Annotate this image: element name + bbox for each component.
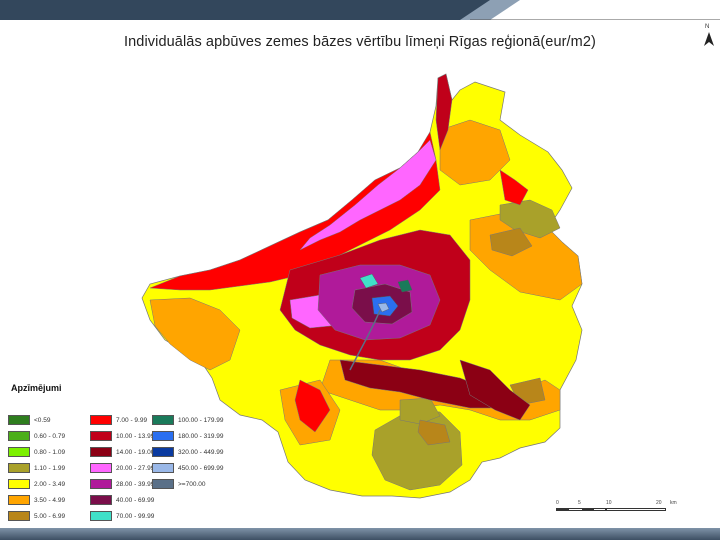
legend-label: 10.00 - 13.99: [116, 432, 155, 440]
legend-swatch: [152, 479, 174, 489]
scale-bar-segment: [606, 508, 666, 511]
legend-label: 1.10 - 1.99: [34, 464, 66, 472]
legend-item: 1.10 - 1.99: [8, 462, 65, 474]
scale-label: 5: [578, 500, 581, 506]
legend-label: 0.80 - 1.09: [34, 448, 66, 456]
legend-label: 320.00 - 449.99: [178, 448, 224, 456]
bottom-footer-bar: [0, 528, 720, 540]
legend-item: 180.00 - 319.99: [152, 430, 224, 442]
legend-swatch: [90, 463, 112, 473]
scale-label: km: [670, 500, 677, 506]
legend-swatch: [8, 415, 30, 425]
legend-item: 7.00 - 9.99: [90, 414, 147, 426]
legend-item: 3.50 - 4.99: [8, 494, 65, 506]
legend-swatch: [90, 479, 112, 489]
map-title: Individuālās apbūves zemes bāzes vērtību…: [124, 34, 596, 50]
legend-item: <0.59: [8, 414, 50, 426]
legend-swatch: [90, 511, 112, 521]
legend-item: 2.00 - 3.49: [8, 478, 65, 490]
zone-lightblue-center: [377, 302, 390, 313]
north-arrow-shape: [704, 32, 714, 46]
legend-label: 2.00 - 3.49: [34, 480, 66, 488]
scale-bar-segment: [556, 508, 606, 511]
legend-label: 70.00 - 99.99: [116, 512, 155, 520]
scale-label: 20: [656, 500, 662, 506]
zone-brown-1: [489, 227, 533, 257]
legend-label: <0.59: [34, 416, 51, 424]
legend-item: 100.00 - 179.99: [152, 414, 224, 426]
map-canvas: [141, 73, 583, 499]
zone-pink-coast: [299, 139, 437, 251]
zone-spit: [435, 73, 453, 151]
legend-swatch: [90, 447, 112, 457]
legend-item: 20.00 - 27.99: [90, 462, 154, 474]
zone-darkred-southeast: [459, 359, 531, 421]
map-legend: Apzīmējumi <0.59 0.60 - 0.79 0.80 - 1.09…: [8, 383, 248, 525]
legend-item: 450.00 - 699.99: [152, 462, 224, 474]
zone-darkred-south: [339, 359, 501, 409]
legend-label: 28.00 - 39.99: [116, 480, 155, 488]
legend-title: Apzīmējumi: [11, 383, 62, 393]
legend-item: 320.00 - 449.99: [152, 446, 224, 458]
zone-red-east: [499, 169, 529, 206]
zone-brown-2: [417, 419, 451, 446]
region-map: [0, 60, 720, 528]
zone-red-south-strip: [294, 379, 331, 433]
legend-label: 14.00 - 19.00: [116, 448, 155, 456]
legend-item: 0.80 - 1.09: [8, 446, 65, 458]
legend-label: 20.00 - 27.99: [116, 464, 155, 472]
scale-label: 10: [606, 500, 612, 506]
legend-item: 70.00 - 99.99: [90, 510, 154, 522]
zone-teal-center: [359, 273, 379, 289]
header-decoration: [0, 0, 720, 21]
north-arrow-icon: N: [702, 24, 716, 48]
legend-swatch: [8, 495, 30, 505]
legend-item: 0.60 - 0.79: [8, 430, 65, 442]
zone-green-center: [397, 279, 413, 293]
legend-swatch: [8, 447, 30, 457]
legend-swatch: [8, 479, 30, 489]
scale-label: 0: [556, 500, 559, 506]
top-header-bar: [0, 0, 720, 21]
legend-label: 3.50 - 4.99: [34, 496, 66, 504]
legend-swatch: [152, 447, 174, 457]
legend-label: 100.00 - 179.99: [178, 416, 224, 424]
legend-item: 10.00 - 13.99: [90, 430, 154, 442]
zone-red-coast: [149, 131, 441, 291]
legend-label: 7.00 - 9.99: [116, 416, 148, 424]
legend-swatch: [90, 431, 112, 441]
legend-item: >=700.00: [152, 478, 205, 490]
river: [349, 309, 381, 371]
legend-swatch: [152, 431, 174, 441]
legend-label: 0.60 - 0.79: [34, 432, 66, 440]
zone-olive-east: [499, 199, 561, 239]
legend-label: 450.00 - 699.99: [178, 464, 224, 472]
legend-item: 14.00 - 19.00: [90, 446, 154, 458]
legend-item: 28.00 - 39.99: [90, 478, 154, 490]
legend-item: 40.00 - 69.99: [90, 494, 154, 506]
legend-swatch: [152, 463, 174, 473]
legend-label: >=700.00: [178, 480, 206, 488]
zone-orange-west: [149, 297, 241, 371]
legend-swatch: [90, 415, 112, 425]
legend-swatch: [8, 463, 30, 473]
legend-label: 5.00 - 6.99: [34, 512, 66, 520]
legend-swatch: [90, 495, 112, 505]
legend-swatch: [152, 415, 174, 425]
legend-label: 40.00 - 69.99: [116, 496, 155, 504]
legend-label: 180.00 - 319.99: [178, 432, 224, 440]
legend-swatch: [8, 431, 30, 441]
north-label: N: [705, 24, 710, 30]
scale-bar: 0 5 10 20 km: [556, 500, 682, 520]
legend-swatch: [8, 511, 30, 521]
legend-item: 5.00 - 6.99: [8, 510, 65, 522]
